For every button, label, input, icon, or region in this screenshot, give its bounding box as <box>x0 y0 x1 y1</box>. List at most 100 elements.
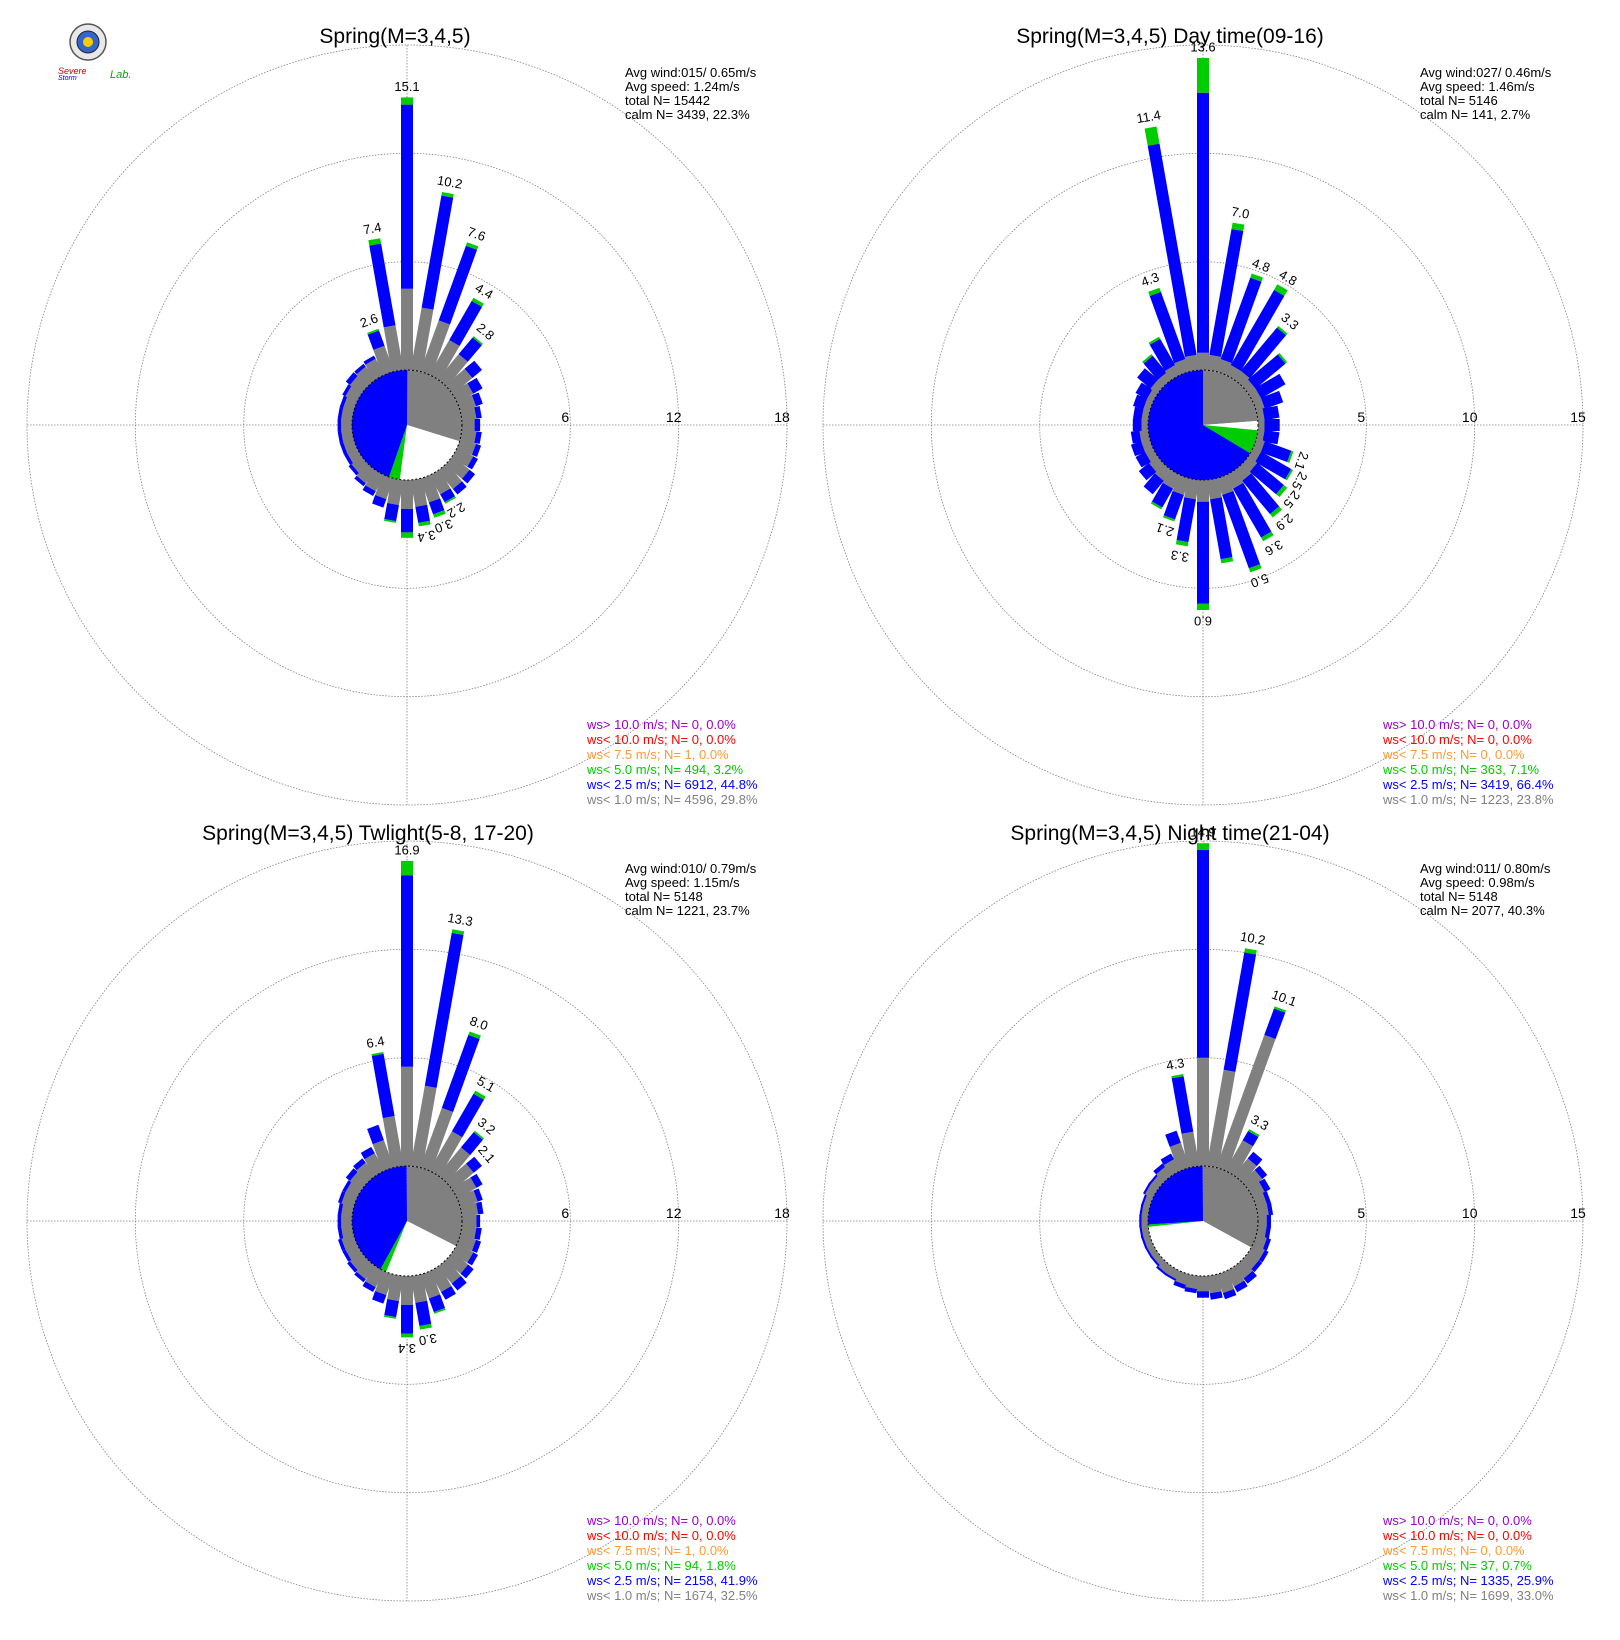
bar-segment-lt25 <box>421 195 454 310</box>
bar-segment-lt25 <box>1234 1280 1248 1293</box>
ring-label: 12 <box>666 409 682 425</box>
bar-segment-lt25 <box>1262 1237 1271 1251</box>
bar-value-label: 8.0 <box>468 1013 490 1033</box>
bar-segment-lt1 <box>373 345 394 376</box>
bar-segment-lt25 <box>1135 451 1151 468</box>
bar-segment-lt25 <box>343 452 353 465</box>
bar-segment-lt1 <box>1206 1274 1222 1294</box>
bar-segment-lt25 <box>345 1168 358 1181</box>
bar-segment-lt25 <box>441 1286 456 1300</box>
bar-value-label: 3.6 <box>1262 537 1285 559</box>
bar-value-label: 2.1 <box>1292 450 1312 472</box>
legend-entry: ws< 1.0 m/s; N= 1223, 23.8% <box>1382 792 1554 807</box>
bar-segment-lt25 <box>1137 368 1159 389</box>
legend-entry: ws< 1.0 m/s; N= 1699, 33.0% <box>1382 1588 1554 1603</box>
bar-segment-lt25 <box>337 1203 344 1216</box>
bar-segment-lt5 <box>1197 603 1209 610</box>
bar-segment-lt25 <box>1210 497 1233 560</box>
bar-segment-lt25 <box>338 1238 346 1251</box>
legend-entry: ws< 2.5 m/s; N= 1335, 25.9% <box>1382 1573 1554 1588</box>
bar-segment-lt25 <box>1197 849 1209 1058</box>
bar-segment-lt5 <box>433 510 446 518</box>
bar-value-label: 13.3 <box>446 910 474 929</box>
bar-segment-lt25 <box>474 419 481 431</box>
bar-segment-lt25 <box>1156 1265 1167 1276</box>
bar-segment-lt1 <box>401 1276 413 1305</box>
pie-slice <box>389 425 407 480</box>
bar-segment-lt5 <box>367 328 379 335</box>
bar-segment-lt1 <box>451 383 474 403</box>
stats-line: calm N= 3439, 22.3% <box>625 107 750 122</box>
bar-segment-lt25 <box>1262 429 1280 445</box>
bar-segment-lt5 <box>451 929 465 935</box>
ring-label: 10 <box>1462 1205 1478 1221</box>
bar-value-label: 7.6 <box>466 224 488 244</box>
bar-segment-lt1 <box>1143 1234 1154 1248</box>
bar-segment-lt1 <box>365 358 385 381</box>
bar-segment-lt1 <box>1184 354 1200 372</box>
bar-segment-lt25 <box>1163 490 1184 520</box>
legend-entry: ws< 5.0 m/s; N= 94, 1.8% <box>586 1558 736 1573</box>
bar-segment-lt25 <box>1130 430 1142 444</box>
bar-value-label: 10.1 <box>1270 987 1299 1010</box>
bar-segment-lt25 <box>467 377 483 394</box>
bar-segment-lt25 <box>461 1132 483 1156</box>
bar-segment-lt1 <box>341 407 354 422</box>
bar-segment-lt25 <box>1247 1151 1263 1167</box>
legend-entry: ws< 7.5 m/s; N= 0, 0.0% <box>1382 747 1525 762</box>
bar-segment-lt1 <box>1252 1192 1267 1208</box>
legend-entry: ws< 10.0 m/s; N= 0, 0.0% <box>1382 732 1532 747</box>
bar-segment-lt1 <box>341 1203 354 1218</box>
bar-segment-lt25 <box>347 1261 358 1273</box>
bar-value-label: 3.0 <box>433 516 455 536</box>
bar-segment-lt25 <box>1132 406 1144 421</box>
bar-segment-lt25 <box>460 1264 474 1279</box>
legend-entry: ws< 1.0 m/s; N= 4596, 29.8% <box>586 792 758 807</box>
bar-value-label: 16.9 <box>394 842 419 857</box>
bar-segment-lt1 <box>1256 1203 1269 1218</box>
bar-segment-lt25 <box>1230 289 1285 371</box>
bar-segment-lt1 <box>1141 1224 1150 1238</box>
bar-segment-lt25 <box>1139 1204 1144 1217</box>
bar-segment-lt5 <box>465 242 479 250</box>
lab-seal-icon: Severe Storm Lab. <box>58 23 131 82</box>
bar-segment-lt1 <box>460 1224 477 1239</box>
bar-segment-lt1 <box>429 1265 452 1292</box>
bar-segment-lt5 <box>468 1031 481 1039</box>
bar-segment-lt25 <box>1242 473 1280 515</box>
bar-segment-lt25 <box>1243 1270 1257 1284</box>
ring-label: 5 <box>1357 1205 1365 1221</box>
bar-segment-lt25 <box>339 395 348 409</box>
bar-segment-lt5 <box>1270 506 1282 518</box>
bar-segment-lt1 <box>1233 1158 1257 1183</box>
bar-segment-lt1 <box>410 478 428 507</box>
bar-segment-lt1 <box>1141 419 1148 431</box>
bar-value-label: 4.3 <box>1165 1055 1185 1073</box>
bar-segment-lt1 <box>1256 1224 1267 1238</box>
bar-segment-lt1 <box>351 455 369 474</box>
bar-value-label: 10.2 <box>1239 929 1267 948</box>
bar-segment-lt25 <box>438 245 478 325</box>
pie-slice <box>380 1221 407 1272</box>
bar-segment-lt25 <box>1220 277 1262 364</box>
logo-text-storm: Storm <box>58 75 77 82</box>
bar-segment-lt1 <box>1197 1057 1209 1166</box>
bar-segment-lt5 <box>368 238 382 246</box>
bar-segment-lt5 <box>1197 58 1209 93</box>
bar-segment-lt1 <box>460 428 477 443</box>
bar-segment-lt5 <box>384 1315 397 1319</box>
bar-segment-lt1 <box>401 288 413 370</box>
ring-label: 12 <box>666 1205 682 1221</box>
bar-value-label: 4.8 <box>1250 255 1272 275</box>
bar-segment-lt25 <box>354 363 366 375</box>
bar-segment-lt25 <box>473 1188 483 1202</box>
bar-segment-lt1 <box>401 480 413 509</box>
legend-entry: ws< 5.0 m/s; N= 363, 7.1% <box>1382 762 1540 777</box>
pie-slice <box>1148 1221 1203 1227</box>
stats-line: Avg wind:011/ 0.80m/s <box>1420 861 1551 876</box>
bar-segment-lt1 <box>1225 1140 1253 1177</box>
bar-segment-lt25 <box>342 1249 352 1262</box>
bar-segment-lt25 <box>342 384 352 397</box>
bar-segment-lt25 <box>353 1158 366 1171</box>
bar-segment-lt1 <box>341 428 354 443</box>
